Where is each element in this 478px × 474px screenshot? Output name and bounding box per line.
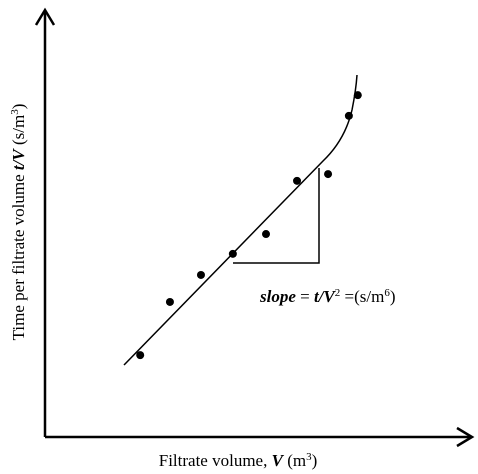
ylabel-part: 3 [9,109,21,115]
x-axis-label: Filtrate volume, V (m3) [159,451,318,470]
point [136,351,145,360]
point [293,176,302,185]
point [324,170,333,179]
xlabel-part: V [272,451,285,470]
annotation-part: t/V [314,287,336,306]
point [262,230,270,239]
axes [34,7,475,448]
point [344,111,353,120]
xlabel-part: ) [312,451,318,470]
ylabel-part: Time per filtrate volume [9,170,28,340]
y-axis-label: Time per filtrate volume t/V (s/m3) [9,104,28,341]
annotation-part: =(s/m [340,287,384,306]
x-arrow [456,426,475,448]
point [228,249,237,258]
annotation: slope = t/V2 =(s/m6) [259,287,396,306]
ylabel-part: ) [9,104,28,110]
ylabel-part: t/V [9,148,28,170]
point [165,297,174,306]
xlabel-part: 3 [306,451,312,463]
xlabel-part: Filtrate volume, [159,451,272,470]
annotation-part: 6 [384,287,390,299]
slope-triangle [233,168,320,264]
annotation-part: = [296,287,314,306]
point [196,270,205,279]
xlabel-part: (m [283,451,306,470]
y-arrow [34,7,56,26]
ylabel-part: (s/m [9,115,28,149]
annotation-part: slope [259,287,296,306]
annotation-part: 2 [335,287,341,299]
fit-curve [123,74,358,366]
annotation-part: ) [390,287,396,306]
point [353,91,362,100]
